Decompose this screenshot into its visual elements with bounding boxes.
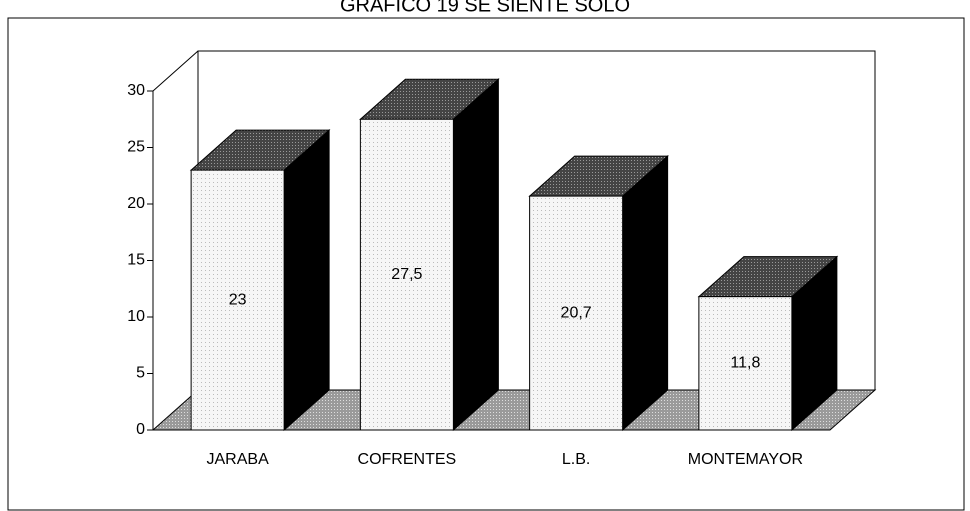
- x-tick-label: L.B.: [562, 451, 590, 468]
- bar: [359, 118, 454, 431]
- bar: [698, 296, 793, 431]
- data-label: 11,8: [730, 355, 760, 372]
- y-axis-depth: [152, 50, 199, 92]
- bar-side: [622, 154, 669, 432]
- bar: [190, 169, 285, 431]
- x-tick-label: JARABA: [207, 451, 270, 468]
- frame: [7, 17, 965, 511]
- y-tick-label: 5: [136, 365, 145, 382]
- y-tick-label: 15: [127, 252, 145, 269]
- y-tick-label: 0: [136, 421, 145, 438]
- bar: [529, 195, 624, 431]
- data-label: 20,7: [561, 304, 592, 321]
- y-tick-label: 10: [127, 308, 145, 325]
- y-tick-label: 25: [127, 139, 145, 156]
- bar-side: [283, 128, 330, 432]
- x-tick-label: MONTEMAYOR: [688, 451, 803, 468]
- y-tick-label: 20: [127, 195, 145, 212]
- data-label: 27,5: [391, 266, 422, 283]
- bar-side: [452, 78, 499, 432]
- data-label: 23: [229, 291, 247, 308]
- y-tick-label: 30: [127, 82, 145, 99]
- x-tick-label: COFRENTES: [358, 451, 457, 468]
- chart-title: GRAFICO 19 SE SIENTE SOLO: [340, 0, 630, 16]
